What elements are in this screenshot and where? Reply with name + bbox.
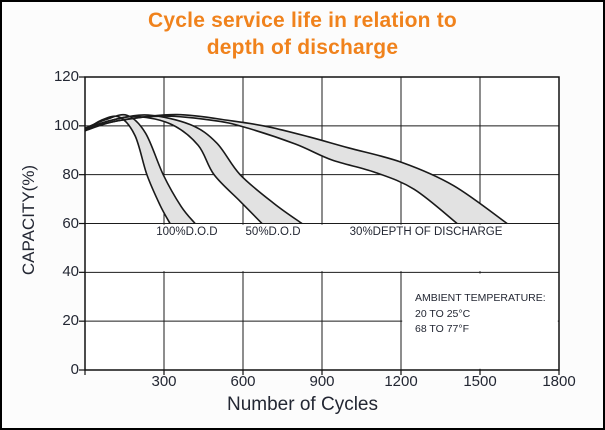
dod-band-0 [85,114,196,224]
dod-curve-upper-1 [84,114,303,225]
ambient-temperature-note: AMBIENT TEMPERATURE: 20 TO 25°C 68 TO 77… [415,292,546,335]
x-tick-label-1800: 1800 [542,373,576,390]
chart-title-line2: depth of discharge [206,36,399,59]
y-tick-label-120: 120 [53,68,79,85]
dod-label-1: 50%D.O.D [245,226,301,238]
y-tick-label-20: 20 [62,312,79,330]
x-axis-title: Number of Cycles [227,394,378,415]
x-tick-label-600: 600 [230,373,256,390]
chart-title: Cycle service life in relation to depth … [2,7,603,61]
dod-band-1 [85,114,302,224]
dod-curve-lower-0 [84,115,171,224]
x-tick-label-1500: 1500 [463,373,497,390]
x-tick-label-300: 300 [151,373,177,390]
dod-band-2 [85,114,508,224]
y-axis-title: CAPACITY(%) [19,164,38,276]
y-tick-label-80: 80 [62,165,79,183]
annotation-mask [402,273,558,369]
y-tick-label-100: 100 [53,116,79,134]
x-tick-label-900: 900 [309,373,335,390]
dod-curve-upper-0 [84,113,196,225]
dod-label-2: 30%DEPTH OF DISCHARGE [349,226,503,238]
dod-label-0: 100%D.O.D [156,226,218,238]
chart-title-line1: Cycle service life in relation to [148,9,457,32]
dod-curve-upper-2 [84,113,508,225]
y-tick-label-40: 40 [62,263,79,281]
y-tick-label-60: 60 [62,214,79,232]
x-tick-label-1200: 1200 [384,373,418,390]
y-tick-label-0: 0 [70,361,79,378]
label-band-mask [86,224,558,272]
